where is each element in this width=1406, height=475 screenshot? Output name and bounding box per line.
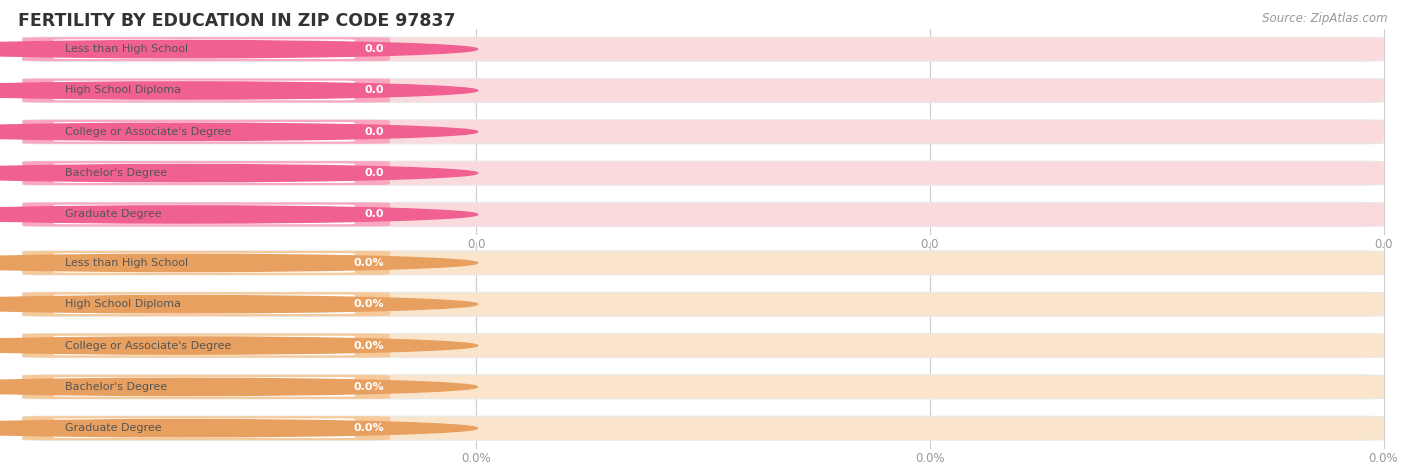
FancyBboxPatch shape [22, 120, 389, 144]
FancyBboxPatch shape [53, 418, 354, 438]
FancyBboxPatch shape [22, 333, 1384, 358]
FancyBboxPatch shape [22, 78, 389, 103]
FancyBboxPatch shape [22, 37, 389, 61]
FancyBboxPatch shape [22, 202, 1384, 227]
FancyBboxPatch shape [22, 161, 1384, 185]
Circle shape [0, 82, 478, 99]
FancyBboxPatch shape [53, 39, 354, 59]
FancyBboxPatch shape [22, 78, 1384, 103]
FancyBboxPatch shape [22, 202, 389, 227]
FancyBboxPatch shape [22, 37, 1384, 61]
FancyBboxPatch shape [53, 377, 354, 397]
FancyBboxPatch shape [53, 294, 354, 314]
Text: Bachelor's Degree: Bachelor's Degree [65, 168, 167, 178]
Circle shape [0, 206, 478, 223]
Circle shape [0, 254, 478, 272]
FancyBboxPatch shape [22, 161, 1384, 185]
Text: Graduate Degree: Graduate Degree [65, 209, 162, 219]
Circle shape [0, 123, 478, 141]
FancyBboxPatch shape [22, 375, 389, 399]
Circle shape [0, 419, 478, 437]
FancyBboxPatch shape [22, 292, 389, 316]
Text: 0.0: 0.0 [1374, 238, 1393, 251]
Text: 0.0: 0.0 [364, 168, 384, 178]
Text: 0.0%: 0.0% [354, 299, 384, 309]
Circle shape [0, 337, 478, 354]
Text: FERTILITY BY EDUCATION IN ZIP CODE 97837: FERTILITY BY EDUCATION IN ZIP CODE 97837 [18, 12, 456, 30]
FancyBboxPatch shape [22, 78, 1384, 103]
Text: 0.0: 0.0 [467, 238, 485, 251]
Text: Less than High School: Less than High School [65, 258, 188, 268]
FancyBboxPatch shape [22, 416, 1384, 440]
FancyBboxPatch shape [22, 375, 1384, 399]
FancyBboxPatch shape [53, 163, 354, 183]
Circle shape [0, 295, 478, 313]
Text: 0.0%: 0.0% [461, 452, 491, 465]
Text: 0.0%: 0.0% [354, 341, 384, 351]
Text: Bachelor's Degree: Bachelor's Degree [65, 382, 167, 392]
Text: 0.0%: 0.0% [354, 258, 384, 268]
Text: Graduate Degree: Graduate Degree [65, 423, 162, 433]
FancyBboxPatch shape [22, 375, 1384, 399]
Text: 0.0%: 0.0% [915, 452, 945, 465]
FancyBboxPatch shape [22, 37, 1384, 61]
FancyBboxPatch shape [22, 161, 389, 185]
FancyBboxPatch shape [22, 120, 1384, 144]
FancyBboxPatch shape [53, 81, 354, 100]
Circle shape [0, 378, 478, 396]
Text: 0.0%: 0.0% [354, 423, 384, 433]
FancyBboxPatch shape [53, 205, 354, 224]
Text: Less than High School: Less than High School [65, 44, 188, 54]
FancyBboxPatch shape [22, 292, 1384, 316]
FancyBboxPatch shape [22, 251, 389, 275]
FancyBboxPatch shape [22, 251, 1384, 275]
FancyBboxPatch shape [53, 122, 354, 142]
FancyBboxPatch shape [22, 333, 389, 358]
FancyBboxPatch shape [22, 416, 389, 440]
Text: High School Diploma: High School Diploma [65, 299, 181, 309]
FancyBboxPatch shape [22, 202, 1384, 227]
Text: 0.0: 0.0 [364, 44, 384, 54]
Text: 0.0%: 0.0% [1368, 452, 1399, 465]
FancyBboxPatch shape [22, 292, 1384, 316]
Circle shape [0, 164, 478, 182]
FancyBboxPatch shape [53, 253, 354, 273]
Text: 0.0: 0.0 [364, 127, 384, 137]
FancyBboxPatch shape [22, 416, 1384, 440]
FancyBboxPatch shape [22, 120, 1384, 144]
Text: College or Associate's Degree: College or Associate's Degree [65, 127, 231, 137]
Text: Source: ZipAtlas.com: Source: ZipAtlas.com [1263, 12, 1388, 25]
Text: 0.0: 0.0 [364, 209, 384, 219]
Text: 0.0: 0.0 [364, 86, 384, 95]
FancyBboxPatch shape [22, 333, 1384, 358]
Text: High School Diploma: High School Diploma [65, 86, 181, 95]
Text: College or Associate's Degree: College or Associate's Degree [65, 341, 231, 351]
Circle shape [0, 40, 478, 58]
FancyBboxPatch shape [53, 336, 354, 355]
FancyBboxPatch shape [22, 251, 1384, 275]
Text: 0.0: 0.0 [921, 238, 939, 251]
Text: 0.0%: 0.0% [354, 382, 384, 392]
